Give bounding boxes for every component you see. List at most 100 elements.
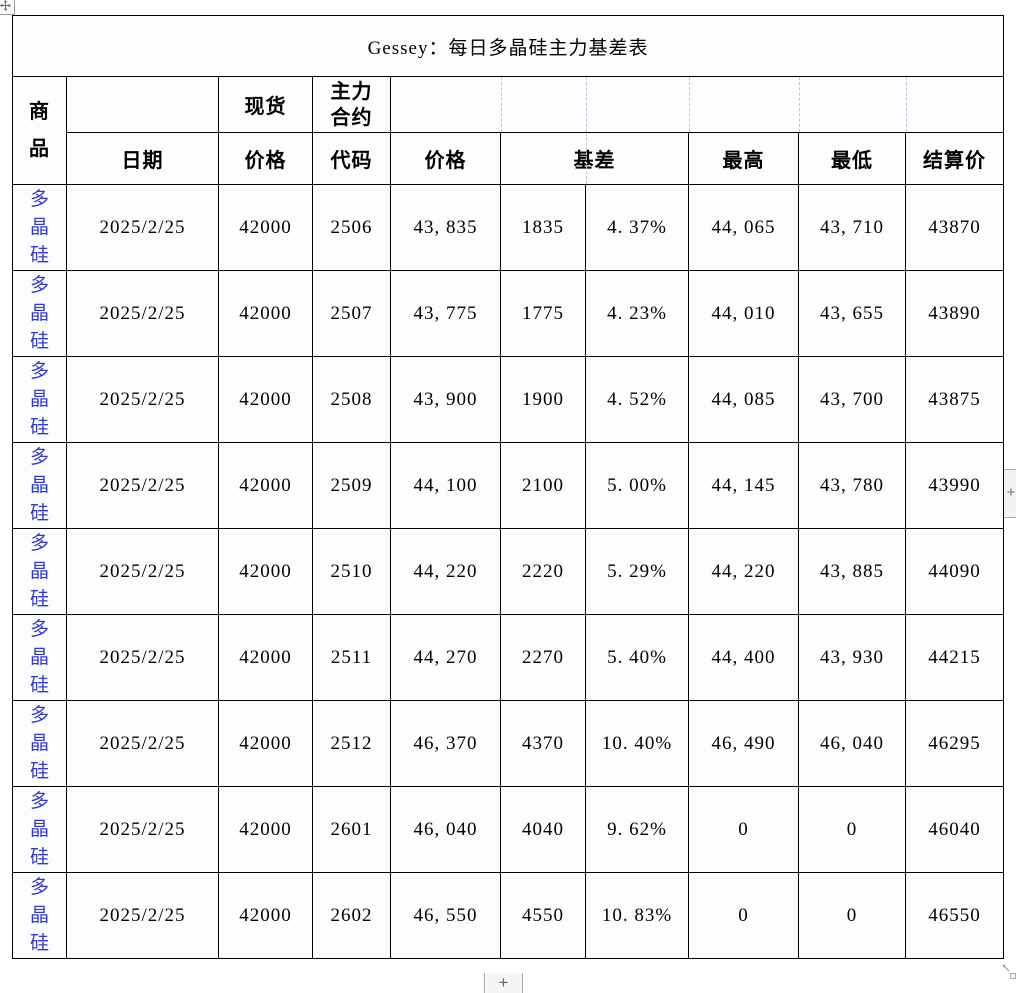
commodity-cell[interactable]: 多晶硅 <box>12 528 67 615</box>
basis-cell[interactable]: 2220 <box>500 528 586 615</box>
basis-pct-cell[interactable]: 5. 40% <box>585 614 689 701</box>
date-cell[interactable]: 2025/2/25 <box>66 270 219 357</box>
contract-price-cell[interactable]: 43, 900 <box>390 356 501 443</box>
col-header-low[interactable]: 最低 <box>798 132 906 185</box>
spot-price-cell[interactable]: 42000 <box>218 786 313 873</box>
col-header-main-contract[interactable]: 主力合约 <box>312 76 391 133</box>
date-cell[interactable]: 2025/2/25 <box>66 528 219 615</box>
contract-code-cell[interactable]: 2512 <box>312 700 391 787</box>
col-header-spot-price[interactable]: 价格 <box>218 132 313 185</box>
settle-cell[interactable]: 43890 <box>904 270 1005 357</box>
spot-price-cell[interactable]: 42000 <box>218 356 313 443</box>
contract-price-cell[interactable]: 44, 270 <box>390 614 501 701</box>
col-header-settle[interactable]: 结算价 <box>904 132 1005 185</box>
contract-code-cell[interactable]: 2511 <box>312 614 391 701</box>
basis-cell[interactable]: 4040 <box>500 786 586 873</box>
basis-cell[interactable]: 4550 <box>500 872 586 959</box>
contract-price-cell[interactable]: 44, 220 <box>390 528 501 615</box>
basis-pct-cell[interactable]: 5. 29% <box>585 528 689 615</box>
settle-cell[interactable]: 46295 <box>904 700 1005 787</box>
basis-pct-cell[interactable]: 5. 00% <box>585 442 689 529</box>
col-header-high[interactable]: 最高 <box>688 132 799 185</box>
add-row-button[interactable]: + <box>484 973 523 993</box>
high-cell[interactable]: 44, 085 <box>688 356 799 443</box>
spot-price-cell[interactable]: 42000 <box>218 528 313 615</box>
basis-cell[interactable]: 1835 <box>500 184 586 271</box>
contract-code-cell[interactable]: 2506 <box>312 184 391 271</box>
high-cell[interactable]: 44, 065 <box>688 184 799 271</box>
col-header-code[interactable]: 代码 <box>312 132 391 185</box>
contract-price-cell[interactable]: 43, 835 <box>390 184 501 271</box>
high-cell[interactable]: 0 <box>688 786 799 873</box>
header-merged-region[interactable] <box>389 76 1005 133</box>
commodity-cell[interactable]: 多晶硅 <box>12 786 67 873</box>
low-cell[interactable]: 0 <box>798 786 906 873</box>
low-cell[interactable]: 43, 885 <box>798 528 906 615</box>
contract-price-cell[interactable]: 46, 040 <box>390 786 501 873</box>
low-cell[interactable]: 43, 700 <box>798 356 906 443</box>
high-cell[interactable]: 46, 490 <box>688 700 799 787</box>
commodity-cell[interactable]: 多晶硅 <box>12 614 67 701</box>
date-cell[interactable]: 2025/2/25 <box>66 786 219 873</box>
contract-code-cell[interactable]: 2602 <box>312 872 391 959</box>
high-cell[interactable]: 44, 220 <box>688 528 799 615</box>
settle-cell[interactable]: 43875 <box>904 356 1005 443</box>
contract-code-cell[interactable]: 2509 <box>312 442 391 529</box>
basis-pct-cell[interactable]: 4. 52% <box>585 356 689 443</box>
spot-price-cell[interactable]: 42000 <box>218 184 313 271</box>
settle-cell[interactable]: 43990 <box>904 442 1005 529</box>
settle-cell[interactable]: 43870 <box>904 184 1005 271</box>
spot-price-cell[interactable]: 42000 <box>218 442 313 529</box>
col-header-commodity[interactable]: 商品 <box>12 76 67 185</box>
basis-cell[interactable]: 2100 <box>500 442 586 529</box>
settle-cell[interactable]: 44090 <box>904 528 1005 615</box>
date-cell[interactable]: 2025/2/25 <box>66 614 219 701</box>
high-cell[interactable]: 44, 010 <box>688 270 799 357</box>
contract-code-cell[interactable]: 2507 <box>312 270 391 357</box>
col-header-date[interactable]: 日期 <box>66 132 219 185</box>
contract-code-cell[interactable]: 2510 <box>312 528 391 615</box>
table-title[interactable]: Gessey：每日多晶硅主力基差表 <box>11 15 1005 77</box>
basis-cell[interactable]: 1775 <box>500 270 586 357</box>
settle-cell[interactable]: 46550 <box>904 872 1005 959</box>
date-cell[interactable]: 2025/2/25 <box>66 442 219 529</box>
spot-price-cell[interactable]: 42000 <box>218 872 313 959</box>
commodity-cell[interactable]: 多晶硅 <box>12 442 67 529</box>
contract-price-cell[interactable]: 43, 775 <box>390 270 501 357</box>
high-cell[interactable]: 44, 400 <box>688 614 799 701</box>
low-cell[interactable]: 43, 655 <box>798 270 906 357</box>
basis-pct-cell[interactable]: 4. 37% <box>585 184 689 271</box>
col-header-price[interactable]: 价格 <box>390 132 501 185</box>
table-move-handle-icon[interactable] <box>0 0 15 15</box>
spot-price-cell[interactable]: 42000 <box>218 700 313 787</box>
commodity-cell[interactable]: 多晶硅 <box>12 700 67 787</box>
low-cell[interactable]: 0 <box>798 872 906 959</box>
low-cell[interactable]: 43, 710 <box>798 184 906 271</box>
basis-cell[interactable]: 4370 <box>500 700 586 787</box>
basis-pct-cell[interactable]: 10. 83% <box>585 872 689 959</box>
header-empty-cell[interactable] <box>66 76 219 133</box>
low-cell[interactable]: 43, 780 <box>798 442 906 529</box>
basis-pct-cell[interactable]: 10. 40% <box>585 700 689 787</box>
high-cell[interactable]: 44, 145 <box>688 442 799 529</box>
contract-price-cell[interactable]: 46, 550 <box>390 872 501 959</box>
spot-price-cell[interactable]: 42000 <box>218 614 313 701</box>
contract-price-cell[interactable]: 46, 370 <box>390 700 501 787</box>
date-cell[interactable]: 2025/2/25 <box>66 184 219 271</box>
basis-cell[interactable]: 1900 <box>500 356 586 443</box>
basis-pct-cell[interactable]: 4. 23% <box>585 270 689 357</box>
col-header-basis[interactable]: 基差 <box>500 132 689 185</box>
low-cell[interactable]: 43, 930 <box>798 614 906 701</box>
contract-price-cell[interactable]: 44, 100 <box>390 442 501 529</box>
basis-pct-cell[interactable]: 9. 62% <box>585 786 689 873</box>
add-column-button[interactable]: + <box>1004 469 1016 518</box>
basis-cell[interactable]: 2270 <box>500 614 586 701</box>
contract-code-cell[interactable]: 2601 <box>312 786 391 873</box>
commodity-cell[interactable]: 多晶硅 <box>12 270 67 357</box>
contract-code-cell[interactable]: 2508 <box>312 356 391 443</box>
date-cell[interactable]: 2025/2/25 <box>66 356 219 443</box>
commodity-cell[interactable]: 多晶硅 <box>12 872 67 959</box>
high-cell[interactable]: 0 <box>688 872 799 959</box>
commodity-cell[interactable]: 多晶硅 <box>12 356 67 443</box>
low-cell[interactable]: 46, 040 <box>798 700 906 787</box>
